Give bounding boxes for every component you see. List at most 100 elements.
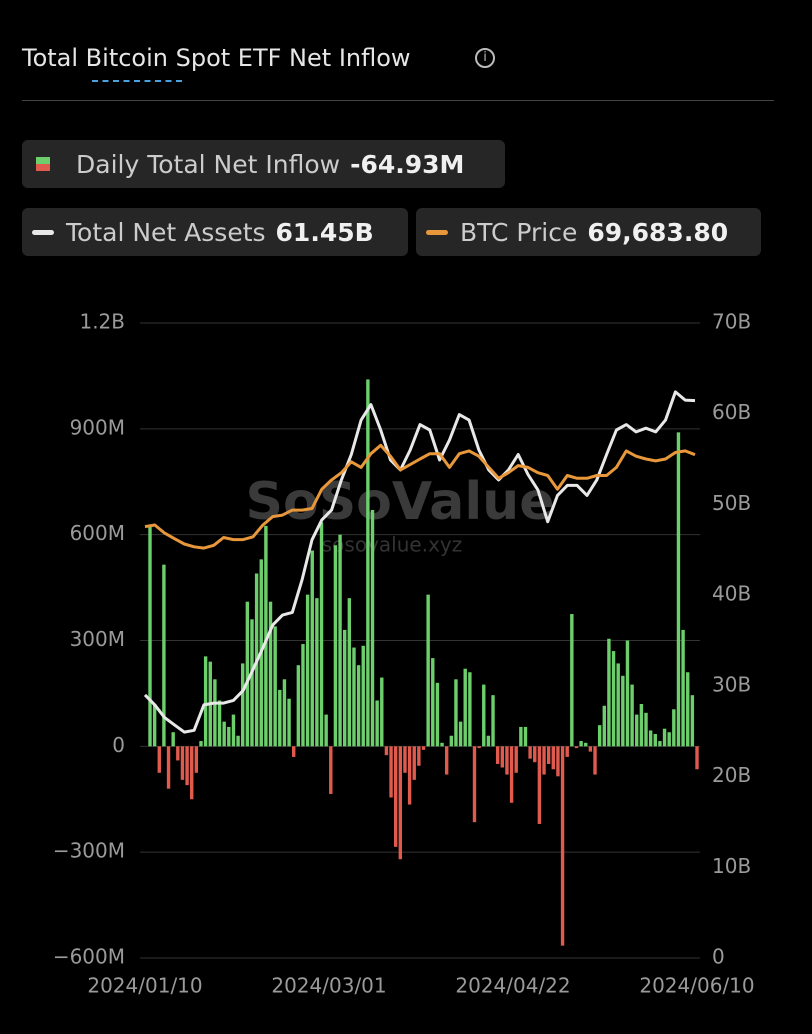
y2-tick-label: 10B: [712, 854, 751, 878]
bar: [324, 714, 328, 747]
y-tick-label: 1.2B: [79, 310, 125, 334]
bar: [648, 730, 653, 747]
bar: [551, 746, 555, 770]
bar: [366, 379, 370, 747]
bar: [514, 746, 518, 773]
bar: [333, 545, 338, 747]
y-tick-label: 300M: [70, 627, 125, 651]
bar: [301, 644, 305, 747]
bar: [305, 594, 310, 747]
bar: [370, 509, 375, 747]
bar: [667, 732, 671, 747]
bar: [264, 525, 268, 747]
bar: [584, 742, 588, 747]
bar: [380, 677, 384, 747]
y2-tick-label: 30B: [712, 672, 751, 696]
bar: [356, 665, 361, 747]
bar: [426, 594, 430, 747]
bar: [616, 663, 620, 747]
bar: [611, 651, 616, 747]
legend-item[interactable]: Daily Total Net Inflow -64.93M: [22, 140, 505, 188]
bar: [282, 679, 287, 747]
bar: [486, 735, 491, 747]
bar: [361, 645, 365, 747]
bar: [672, 709, 676, 747]
bar: [602, 705, 606, 747]
bar: [217, 700, 222, 747]
bar: [222, 721, 226, 747]
bar: [635, 714, 639, 747]
y2-tick-label: 70B: [712, 310, 751, 334]
bar: [231, 714, 236, 747]
bar: [292, 746, 296, 757]
bar: [676, 432, 681, 747]
info-icon[interactable]: i: [475, 48, 495, 68]
bar: [250, 619, 254, 747]
y2-tick-label: 50B: [712, 491, 751, 515]
title-underline: [92, 80, 182, 82]
y2-tick-label: 20B: [712, 763, 751, 787]
bar: [407, 746, 412, 805]
x-tick-label: 2024/04/22: [455, 974, 570, 998]
bar: [495, 746, 500, 764]
bar: [509, 746, 514, 803]
bar: [477, 746, 481, 749]
bar: [176, 746, 180, 761]
bar: [542, 746, 546, 775]
bar: [171, 732, 175, 747]
y2-tick-label: 0: [712, 945, 725, 969]
watermark-url: sosovalue.xyz: [322, 533, 462, 557]
bar: [389, 746, 393, 798]
bar: [180, 746, 185, 780]
legend-icon: [426, 229, 448, 235]
bar: [658, 741, 662, 747]
bar: [241, 663, 245, 747]
bar: [695, 746, 699, 770]
x-tick-label: 2024/06/10: [639, 974, 754, 998]
bar: [319, 522, 324, 747]
bar: [236, 735, 240, 747]
x-tick-label: 2024/01/10: [87, 974, 202, 998]
bar: [384, 746, 389, 756]
line: [144, 443, 696, 550]
bar: [185, 746, 189, 786]
bar: [435, 682, 440, 747]
bar: [393, 746, 398, 847]
y-tick-label: 0: [112, 733, 125, 757]
legend-item[interactable]: BTC Price 69,683.80: [416, 208, 761, 256]
legend-label: BTC Price: [460, 217, 578, 247]
bar: [463, 668, 467, 747]
legend-value: 61.45B: [275, 217, 374, 247]
bar: [199, 741, 203, 747]
legend-item[interactable]: Total Net Assets 61.45B: [22, 208, 408, 256]
bar: [329, 746, 333, 794]
bar: [644, 712, 648, 747]
bar: [417, 746, 421, 766]
bar: [625, 640, 630, 747]
bar: [440, 742, 444, 747]
y-tick-label: 900M: [70, 415, 125, 439]
bar: [639, 704, 644, 747]
bar: [621, 675, 625, 747]
y-tick-label: −300M: [53, 839, 125, 863]
bar: [500, 746, 505, 768]
bar: [375, 700, 379, 747]
bar: [662, 728, 667, 747]
x-tick-label: 2024/03/01: [271, 974, 386, 998]
legend-label: Total Net Assets: [66, 217, 266, 247]
bar: [593, 746, 597, 775]
bar: [403, 746, 407, 773]
bar: [597, 725, 602, 747]
bar: [533, 746, 537, 763]
bar: [468, 672, 472, 747]
bar: [268, 601, 273, 747]
bar: [310, 550, 314, 747]
bar: [278, 689, 282, 747]
bar: [190, 746, 194, 800]
bar: [148, 525, 152, 747]
bar: [579, 741, 583, 747]
bar: [681, 629, 685, 747]
bar: [287, 698, 291, 747]
